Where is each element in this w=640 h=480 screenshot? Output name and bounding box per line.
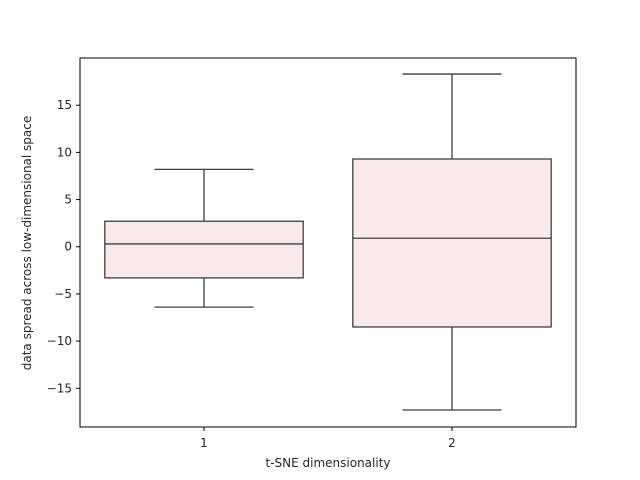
box-2 — [352, 73, 552, 411]
y-tick-label: −5 — [54, 287, 72, 301]
x-axis-label: t-SNE dimensionality — [265, 456, 390, 470]
y-tick-label: 15 — [57, 98, 72, 112]
y-tick-label: −10 — [47, 334, 72, 348]
y-tick-label: 0 — [64, 240, 72, 254]
box-body — [352, 158, 552, 328]
x-tick-label: 2 — [448, 436, 456, 450]
x-tick-label: 1 — [200, 436, 208, 450]
box-1 — [104, 168, 304, 308]
boxes-group — [104, 73, 552, 411]
y-tick-label: −15 — [47, 381, 72, 395]
y-axis-ticks: −15 −10 −5 0 5 10 15 — [47, 98, 80, 395]
y-axis-label: data spread across low-dimensional space — [20, 116, 34, 371]
plot-frame — [79, 57, 577, 428]
box-body — [104, 220, 304, 279]
y-tick-label: 10 — [57, 145, 72, 159]
y-tick-label: 5 — [64, 193, 72, 207]
